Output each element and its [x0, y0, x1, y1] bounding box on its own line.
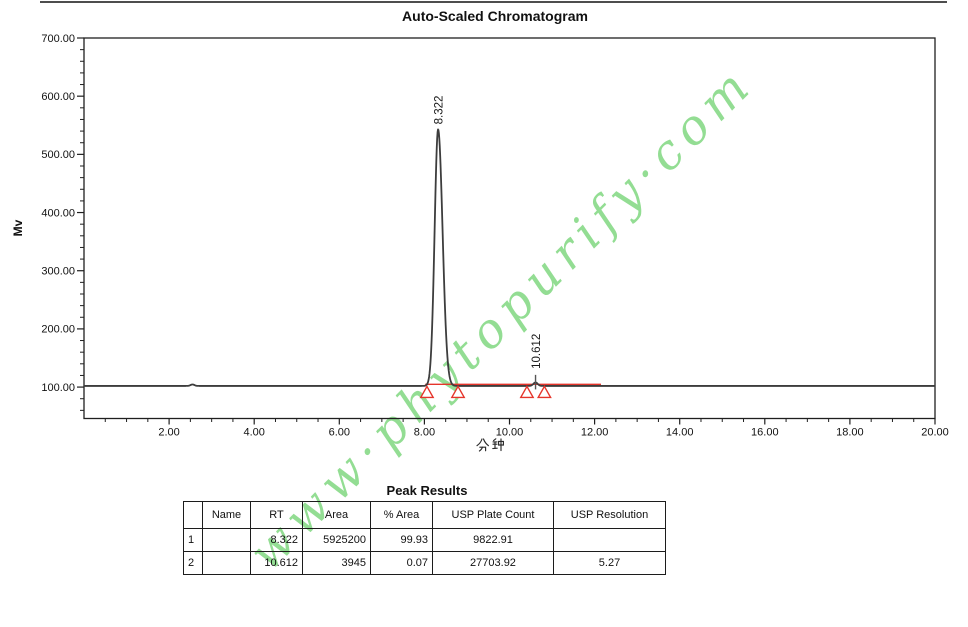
table-cell: 99.93 — [370, 528, 433, 552]
table-header-cell: RT — [250, 501, 303, 529]
peak-results-table: Name RT Area% Area USP Plate Count USP Resol… — [183, 501, 666, 575]
table-header-cell: % Area — [370, 501, 433, 529]
page-top-rule — [40, 1, 947, 3]
table-cell: 9822.91 — [432, 528, 554, 552]
table-cell: 1 — [183, 528, 203, 552]
x-axis-title-stroke — [476, 438, 483, 447]
y-axis-title: Mv — [11, 219, 25, 236]
table-header-cell — [183, 501, 203, 529]
y-axis-tick-label: 300.00 — [41, 266, 75, 278]
peak-integration-triangle — [450, 384, 466, 399]
table-cell: 0.07 — [370, 551, 433, 575]
peak-results-title: Peak Results — [386, 483, 468, 498]
x-axis-title-stroke — [478, 446, 483, 452]
chromatogram-trace — [83, 128, 936, 387]
table-header-cell: USP Resolution — [553, 501, 666, 529]
peak-integration-triangle — [519, 384, 535, 399]
x-axis-tick-label: 6.00 — [329, 427, 350, 439]
table-header-cell: USP Plate Count — [432, 501, 554, 529]
table-cell: 5925200 — [302, 528, 371, 552]
x-axis-tick-label: 18.00 — [836, 427, 864, 439]
table-cell: 2 — [183, 551, 203, 575]
x-axis-tick-label: 16.00 — [751, 427, 779, 439]
x-axis-title-stroke — [479, 446, 487, 452]
y-axis-tick-label: 200.00 — [41, 324, 75, 336]
table-head: Name RT Area% Area USP Plate Count USP Resol… — [183, 501, 666, 529]
x-axis-tick-label: 10.00 — [496, 427, 524, 439]
x-axis-title — [476, 438, 504, 452]
chart-title: Auto-Scaled Chromatogram — [402, 8, 588, 24]
table-header-row: Name RT Area% Area USP Plate Count USP Resol… — [183, 501, 666, 529]
peak-rt-label: 10.612 — [531, 334, 543, 369]
table-header-cell: Area — [302, 501, 371, 529]
x-axis-title-stroke — [482, 438, 489, 447]
y-axis-tick-label: 700.00 — [41, 33, 75, 45]
x-axis-tick-label: 20.00 — [921, 427, 949, 439]
x-axis-tick-label: 14.00 — [666, 427, 694, 439]
y-axis-tick-label: 500.00 — [41, 149, 75, 161]
x-axis-tick-label: 8.00 — [414, 427, 435, 439]
x-axis-title-stroke — [498, 440, 504, 446]
x-axis-tick-label: 2.00 — [158, 427, 179, 439]
table-cell: 3945 — [302, 551, 371, 575]
table-cell: 5.27 — [553, 551, 666, 575]
table-cell: 8.322 — [250, 528, 303, 552]
y-axis-tick-label: 600.00 — [41, 91, 75, 103]
peak-rt-label: 8.322 — [434, 96, 446, 125]
table-cell — [202, 551, 251, 575]
table-cell: 10.612 — [250, 551, 303, 575]
x-axis-title-stroke — [493, 438, 497, 442]
y-axis-tick-label: 100.00 — [41, 382, 75, 394]
table-cell: 27703.92 — [432, 551, 554, 575]
table-body: 1 8.322 5925200 99.93 9822.91 2 10.612 3945 0.07… — [183, 528, 666, 575]
peak-integration-triangle — [419, 384, 435, 399]
plot-frame — [83, 37, 936, 420]
peak-integration-triangle — [536, 384, 552, 399]
table-cell — [202, 528, 251, 552]
table-cell — [553, 528, 666, 552]
x-axis-tick-label: 12.00 — [581, 427, 609, 439]
table-header-cell: Name — [202, 501, 251, 529]
chromatogram-plot: 100.00 200.00 300.00 400.00 500.00 600.00 700.… — [11, 33, 949, 452]
x-axis-tick-label: 4.00 — [243, 427, 264, 439]
table-row: 1 8.322 5925200 99.93 9822.91 — [183, 528, 666, 552]
table-row: 2 10.612 3945 0.07 27703.92 5.27 — [183, 551, 666, 575]
y-axis-tick-label: 400.00 — [41, 207, 75, 219]
